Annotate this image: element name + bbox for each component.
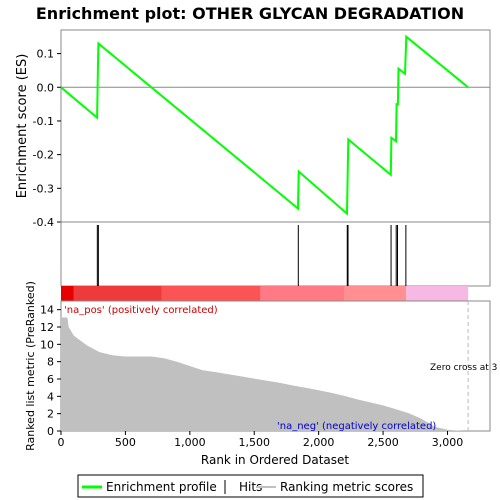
color-bar-segment — [73, 286, 162, 301]
legend-items: Enrichment profile Hits Ranking metric sco… — [82, 480, 413, 494]
chart-title: Enrichment plot: OTHER GLYCAN DEGRADATIO… — [36, 4, 464, 23]
color-bar-segment — [61, 286, 74, 301]
legend-label: Hits — [239, 480, 262, 494]
x-axis-label: Rank in Ordered Dataset — [201, 453, 349, 467]
es-y-tick-label: -0.3 — [33, 182, 54, 195]
zero-cross-label: Zero cross at 3 — [430, 363, 497, 373]
hits-panel — [60, 221, 491, 287]
ranking-color-bar — [61, 286, 469, 301]
x-tick-label: 1,500 — [238, 436, 270, 449]
x-tick-label: 2,000 — [303, 436, 335, 449]
metric-panel: 0 2 4 6 8 10 12 14 'na_pos' (positively correla… — [24, 281, 497, 451]
es-panel: -0.4 -0.3 -0.2 -0.1 0.0 0.1 Enrichment score … — [15, 29, 491, 229]
metric-y-axis: 0 2 4 6 8 10 12 14 — [40, 304, 61, 438]
es-y-axis: -0.4 -0.3 -0.2 -0.1 0.0 0.1 — [33, 48, 61, 229]
metric-y-tick-label: 8 — [47, 356, 54, 369]
x-tick-label: 500 — [115, 436, 136, 449]
x-tick-label: 0 — [58, 436, 65, 449]
metric-y-tick-label: 14 — [40, 304, 54, 317]
ranking-metric-area — [61, 317, 467, 431]
hit-marks — [96, 225, 407, 286]
enrichment-profile-line — [60, 34, 469, 216]
x-tick-label: 2,500 — [367, 436, 399, 449]
positive-correlation-label: 'na_pos' (positively correlated) — [64, 305, 218, 316]
metric-y-tick-label: 6 — [47, 373, 54, 386]
color-bar-segment — [344, 286, 407, 301]
metric-y-tick-label: 10 — [40, 338, 54, 351]
es-panel-frame — [60, 29, 491, 223]
legend-label: Enrichment profile — [106, 480, 217, 494]
negative-correlation-label: 'na_neg' (negatively correlated) — [277, 421, 436, 432]
color-bar-segment — [260, 286, 345, 301]
x-axis: 0 500 1,000 1,500 2,000 2,500 3,000 — [58, 431, 464, 449]
legend: Enrichment profile Hits Ranking metric sco… — [77, 474, 424, 498]
color-bar-segment — [406, 286, 469, 301]
es-y-axis-label: Enrichment score (ES) — [15, 54, 30, 199]
legend-box — [77, 474, 424, 498]
metric-y-tick-label: 2 — [47, 408, 54, 421]
x-tick-label: 3,000 — [432, 436, 464, 449]
es-y-tick-label: 0.1 — [37, 48, 55, 61]
es-y-tick-label: -0.1 — [33, 115, 54, 128]
color-bar-segment — [161, 286, 261, 301]
es-y-tick-label: -0.4 — [33, 216, 54, 229]
legend-label: Ranking metric scores — [280, 480, 413, 494]
metric-y-axis-label: Ranked list metric (PreRanked) — [24, 281, 37, 451]
metric-y-tick-label: 0 — [47, 425, 54, 438]
hits-panel-frame — [60, 221, 491, 287]
x-tick-label: 1,000 — [174, 436, 206, 449]
es-y-tick-label: 0.0 — [37, 81, 55, 94]
es-y-tick-label: -0.2 — [33, 149, 54, 162]
metric-y-tick-label: 4 — [47, 390, 54, 403]
metric-y-tick-label: 12 — [40, 321, 54, 334]
